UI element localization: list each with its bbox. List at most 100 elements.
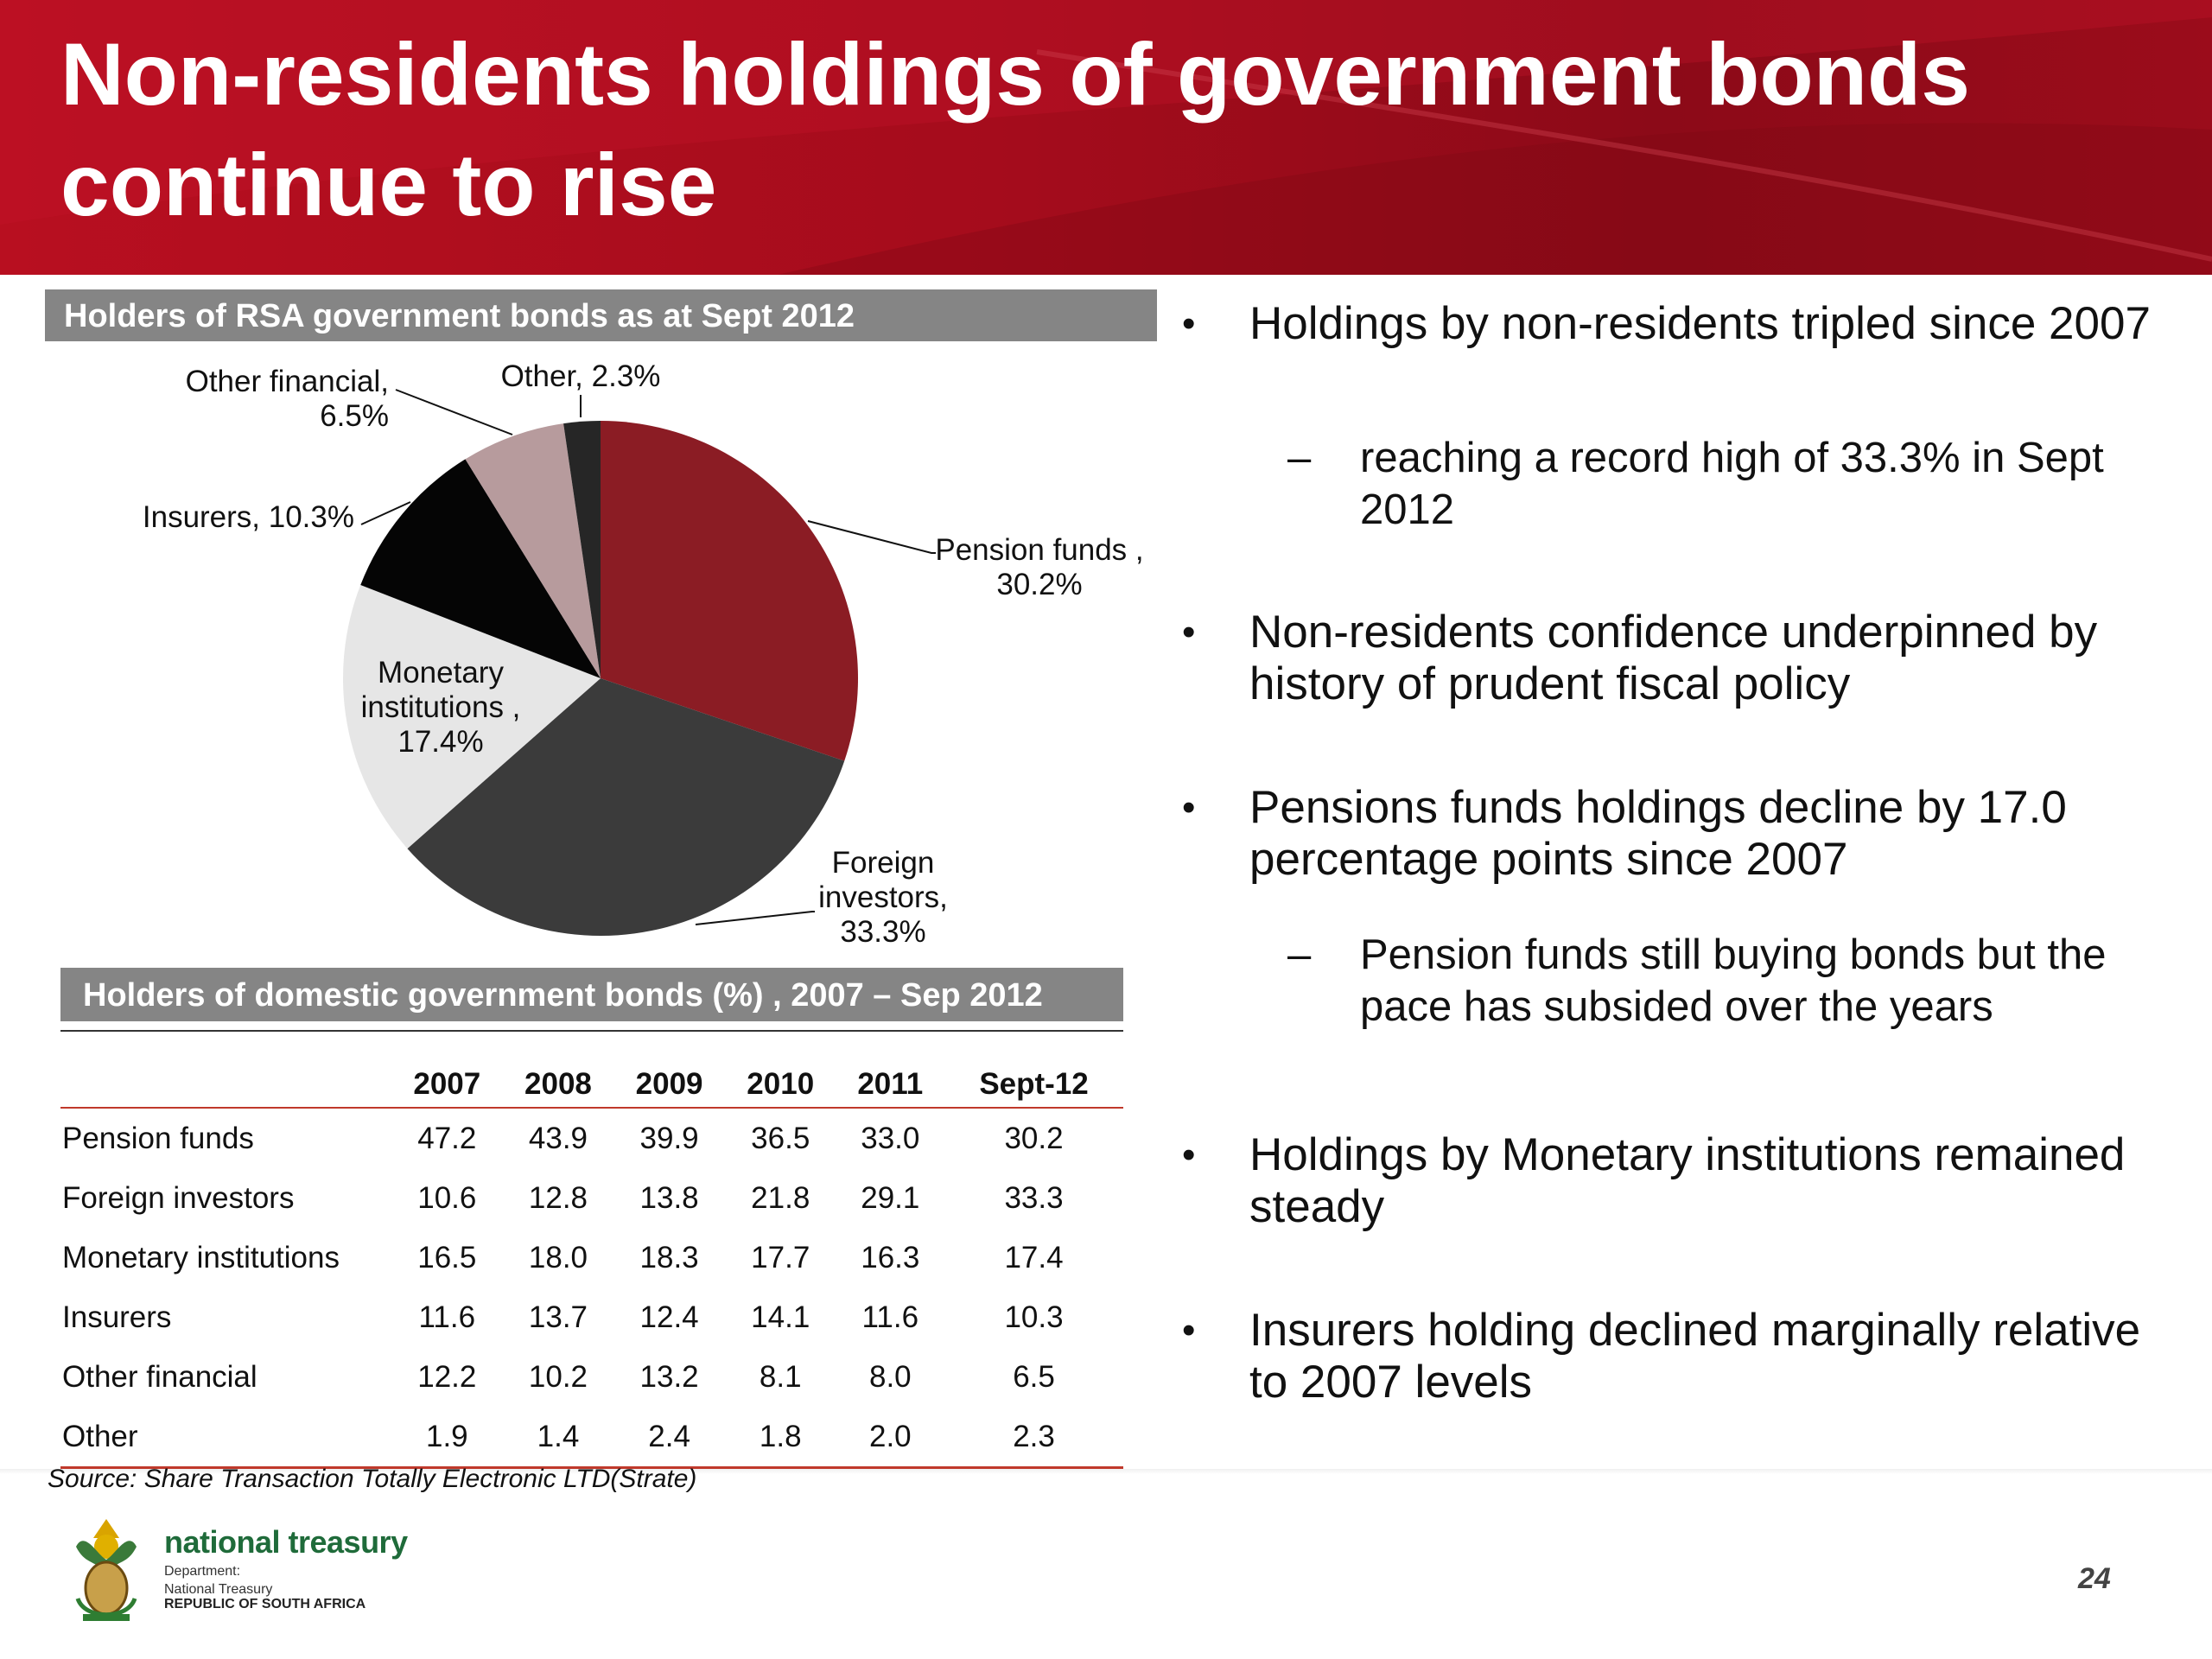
pie-slice-foreign-investors [407, 678, 845, 936]
table-cell: 10.3 [1004, 1300, 1064, 1334]
coat-of-arms-logo [75, 1519, 137, 1621]
table-cell: 21.8 [751, 1180, 810, 1215]
bullet-text: Insurers holding declined marginally rel… [1249, 1305, 2141, 1408]
bullet-text: Non-residents confidence underpinned by … [1249, 607, 2098, 709]
table-column-header: Sept-12 [944, 1030, 1123, 1109]
sub-bullet-dash: – [1287, 931, 1312, 978]
brand-dept-line2: National Treasury [164, 1582, 273, 1597]
table-row: Other 1.9 1.4 2.4 1.8 2.0 2.3 [60, 1407, 1123, 1469]
page-number: 24 [2078, 1562, 2111, 1595]
brand-name: national treasury [164, 1524, 408, 1560]
pie-leader-line [807, 520, 936, 554]
pie-data-label: Monetary [378, 656, 504, 690]
bullet-dot: • [1182, 1309, 1196, 1351]
bullet-dot: • [1182, 1134, 1196, 1176]
table-row-label: Insurers [62, 1300, 172, 1334]
pie-chart: Pension funds ,30.2% Foreigninvestors,33.… [143, 359, 1144, 949]
table-cell: 39.9 [639, 1121, 699, 1155]
table-row: Monetary institutions 16.5 18.0 18.3 17.7 16.… [60, 1228, 1123, 1287]
bullet-dot: • [1182, 302, 1196, 345]
sub-bullet-text: reaching a record high of 33.3% in Sept … [1360, 435, 2104, 533]
table-cell: 16.5 [417, 1240, 477, 1274]
table-row-label: Other financial [62, 1359, 257, 1394]
table-column-header: 2008 [502, 1030, 614, 1109]
table-cell: 30.2 [1004, 1121, 1064, 1155]
table-row: Foreign investors 10.6 12.8 13.8 21.8 29.1 33.… [60, 1168, 1123, 1228]
table-cell: 33.3 [1004, 1180, 1064, 1215]
pie-leader-line [360, 501, 411, 525]
table-cell: 1.9 [391, 1407, 503, 1469]
table-title: Holders of domestic government bonds (%)… [60, 968, 1123, 1021]
table-cell: 14.1 [751, 1300, 810, 1334]
holders-table: 2007 2008 2009 2010 2011 Sept-12 Pension fund… [60, 1030, 1123, 1469]
table-cell: 12.2 [417, 1359, 477, 1394]
bullet-text: Holdings by Monetary institutions remain… [1249, 1129, 2126, 1232]
pie-chart-title: Holders of RSA government bonds as at Se… [45, 289, 1157, 341]
table-column-header: 2010 [724, 1030, 836, 1109]
table-cell: 10.2 [528, 1359, 588, 1394]
table-cell: 1.8 [724, 1407, 836, 1469]
pie-slice-other [563, 421, 601, 678]
table-cell: 12.4 [639, 1300, 699, 1334]
brand-dept-line1: Department: [164, 1564, 241, 1579]
pie-data-label: Foreign [832, 846, 935, 880]
table-cell: 17.7 [751, 1240, 810, 1274]
table-cell: 8.1 [759, 1359, 802, 1394]
table-cell: 13.8 [639, 1180, 699, 1215]
bullet-dot: • [1182, 611, 1196, 653]
banner-swoosh [0, 0, 2212, 275]
table-cell: 18.0 [528, 1240, 588, 1274]
table-cell: 2.3 [944, 1407, 1123, 1469]
table-cell: 29.1 [861, 1180, 920, 1215]
table-cell: 18.3 [639, 1240, 699, 1274]
sub-bullet-dash: – [1287, 435, 1312, 481]
table-cell: 17.4 [1004, 1240, 1064, 1274]
table-cell: 1.4 [502, 1407, 614, 1469]
pie-slice-insurers [360, 459, 601, 678]
pie-data-label: institutions , [361, 690, 521, 724]
pie-slice-other-financial [465, 423, 601, 678]
table-cell: 2.0 [836, 1407, 945, 1469]
table-cell: 2.4 [613, 1407, 725, 1469]
pie-data-label: 6.5% [320, 399, 389, 433]
brand-country: REPUBLIC OF SOUTH AFRICA [164, 1597, 366, 1611]
table-row: Other financial 12.2 10.2 13.2 8.1 8.0 6.5 [60, 1347, 1123, 1407]
table-cell: 13.7 [528, 1300, 588, 1334]
table-cell: 8.0 [868, 1359, 912, 1394]
table-cell: 6.5 [1013, 1359, 1055, 1394]
table-cell: 16.3 [861, 1240, 920, 1274]
table-cell: 47.2 [417, 1121, 477, 1155]
table-cell: 36.5 [751, 1121, 810, 1155]
footer-divider [0, 1469, 2212, 1474]
pie-data-label: Insurers, 10.3% [143, 500, 354, 534]
slide-title: Non-residents holdings of government bon… [60, 25, 1971, 234]
table-cell: 33.0 [861, 1121, 920, 1155]
table-header-row: 2007 2008 2009 2010 2011 Sept-12 [60, 1030, 1123, 1109]
table-row: Insurers 11.6 13.7 12.4 14.1 11.6 10.3 [60, 1287, 1123, 1347]
pie-data-label: Other financial, [186, 365, 389, 398]
brand-block: national treasury Department: National T… [164, 1524, 408, 1612]
table-cell: 13.2 [639, 1359, 699, 1394]
pie-data-label: Pension funds , [935, 533, 1143, 567]
pie-data-label: investors, [818, 880, 948, 914]
bullet-text: Holdings by non-residents tripled since … [1249, 298, 2151, 349]
table-row-label: Pension funds [62, 1121, 254, 1155]
table-row-label: Monetary institutions [62, 1240, 340, 1274]
table-row-label: Other [60, 1407, 391, 1469]
bullet-dot: • [1182, 786, 1196, 829]
table-column-header: 2007 [391, 1030, 503, 1109]
table-cell: 10.6 [417, 1180, 477, 1215]
table-cell: 11.6 [418, 1300, 476, 1334]
pie-data-label: 17.4% [397, 725, 483, 759]
source-note: Source: Share Transaction Totally Electr… [48, 1465, 697, 1493]
table-row-label: Foreign investors [62, 1180, 295, 1215]
pie-slice-monetary-institutions [343, 585, 601, 849]
sub-bullet-text: Pension funds still buying bonds but the… [1360, 931, 2107, 1030]
pie-data-label: 30.2% [996, 568, 1082, 601]
pie-leader-line [695, 911, 815, 925]
pie-data-label: Other, 2.3% [501, 359, 661, 393]
table-cell: 12.8 [528, 1180, 588, 1215]
table-column-header: 2009 [613, 1030, 725, 1109]
table-row: Pension funds 47.2 43.9 39.9 36.5 33.0 30.2 [60, 1108, 1123, 1168]
pie-leader-line [395, 389, 513, 435]
